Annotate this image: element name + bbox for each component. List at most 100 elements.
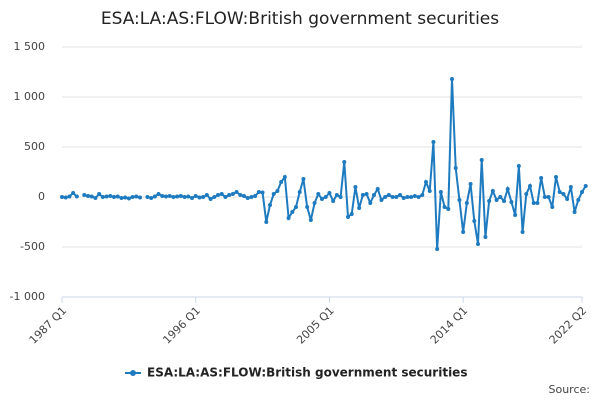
marker (338, 195, 343, 199)
marker (249, 195, 254, 199)
marker (63, 195, 68, 200)
marker (108, 194, 113, 198)
marker (245, 196, 250, 200)
marker (167, 194, 172, 198)
marker (290, 210, 295, 214)
marker (427, 189, 432, 193)
y-tick-label: 1 500 (14, 40, 46, 53)
marker (271, 192, 276, 196)
marker (123, 195, 128, 200)
marker (457, 198, 462, 202)
marker (201, 195, 206, 199)
marker (297, 190, 302, 194)
source: Source: (549, 383, 591, 396)
marker (464, 201, 469, 205)
marker (453, 166, 458, 170)
marker (126, 196, 131, 201)
marker (89, 194, 94, 199)
marker (286, 216, 291, 220)
marker (152, 194, 157, 199)
x-tick-label: 1987 Q1 (27, 304, 70, 347)
marker (346, 215, 350, 219)
marker (204, 193, 209, 197)
marker (253, 194, 258, 198)
marker (442, 205, 447, 209)
marker (357, 206, 362, 210)
marker (260, 190, 265, 195)
y-tick-label: -1 000 (10, 290, 45, 303)
marker (542, 195, 547, 199)
marker (331, 199, 336, 203)
marker (104, 194, 109, 199)
marker (312, 201, 317, 205)
marker (498, 195, 503, 199)
marker (539, 176, 544, 180)
marker (535, 201, 540, 205)
marker (323, 195, 328, 199)
marker (134, 194, 139, 199)
marker (546, 195, 551, 199)
marker (216, 193, 220, 197)
y-tick-label: 0 (38, 190, 45, 203)
marker (279, 180, 284, 184)
marker (74, 194, 79, 199)
marker (557, 190, 562, 194)
marker (264, 220, 269, 224)
marker (565, 197, 570, 201)
x-tick-label: 2014 Q1 (428, 304, 471, 347)
marker (282, 175, 287, 179)
marker (212, 195, 217, 199)
marker (409, 195, 414, 199)
marker (379, 198, 384, 202)
marker (305, 205, 310, 209)
x-tick-label: 2022 Q2 (547, 304, 590, 347)
marker (100, 195, 105, 199)
marker (82, 193, 87, 197)
marker (405, 195, 410, 199)
marker (234, 190, 239, 194)
marker (97, 192, 102, 196)
marker (487, 199, 492, 203)
marker (412, 194, 417, 198)
marker (476, 242, 480, 246)
marker (93, 196, 98, 200)
marker (160, 194, 165, 198)
marker (60, 195, 64, 199)
x-tick-label: 1996 Q1 (160, 304, 203, 347)
marker (468, 182, 473, 186)
marker (308, 218, 313, 222)
y-tick-label: -500 (20, 240, 45, 253)
marker (242, 194, 246, 198)
marker (583, 184, 588, 188)
y-tick-label: 1 000 (14, 90, 46, 103)
marker (450, 77, 454, 81)
marker (386, 193, 391, 197)
marker (364, 192, 369, 196)
y-tick-label: 500 (24, 140, 45, 153)
legend-marker (130, 370, 136, 376)
marker (164, 194, 168, 199)
marker (115, 194, 120, 199)
marker (197, 195, 202, 200)
marker (353, 185, 358, 189)
marker (71, 191, 76, 195)
marker (320, 197, 324, 201)
x-tick-label: 2005 Q1 (294, 304, 337, 347)
marker (149, 196, 154, 200)
marker (86, 194, 90, 198)
marker (360, 193, 365, 197)
marker (238, 193, 243, 197)
marker (112, 195, 116, 199)
marker (580, 190, 584, 194)
marker (531, 201, 536, 205)
marker (268, 203, 272, 207)
marker (294, 205, 298, 209)
marker (130, 195, 135, 199)
marker (479, 158, 484, 162)
marker (368, 201, 373, 205)
marker (390, 195, 395, 199)
marker (119, 196, 124, 200)
marker (138, 195, 142, 200)
marker (175, 194, 180, 199)
marker (227, 193, 232, 197)
